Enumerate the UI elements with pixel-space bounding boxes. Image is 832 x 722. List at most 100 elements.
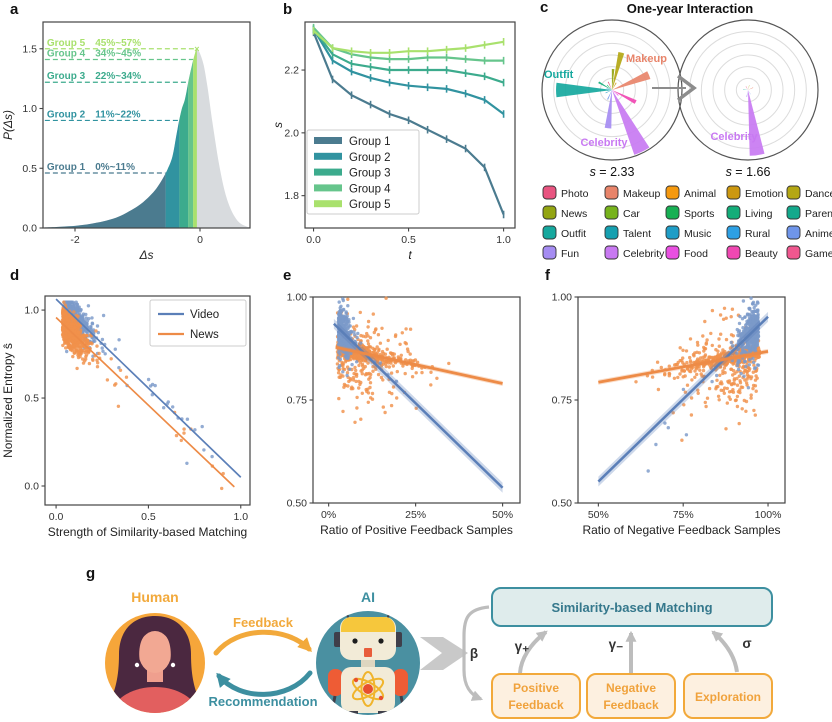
wedge-talent — [607, 90, 612, 91]
svg-text:0.75: 0.75 — [287, 395, 308, 407]
axes-f: 50% 75% 100% 0.50 0.75 1.00 Ratio of Negative … — [552, 292, 786, 537]
wedge-outfit — [556, 82, 612, 98]
svg-text:News: News — [561, 208, 587, 220]
svg-text:2.0: 2.0 — [284, 127, 299, 139]
wedge-music — [605, 90, 612, 94]
axes-a: -2 0 0.0 0.5 1.0 1.5 Δs P(Δs) — [1, 21, 251, 262]
panel-c-interaction-polar-charts: One-year Interaction Outfit Makeup Celebrit… — [541, 1, 832, 260]
wedge-dance — [612, 52, 625, 90]
series-group-5 — [312, 27, 505, 57]
trend-news — [335, 344, 503, 386]
category-legend-news: News — [542, 205, 587, 220]
wedge-outfit — [743, 89, 748, 90]
svg-text:0.0: 0.0 — [49, 511, 64, 523]
svg-text:1.0: 1.0 — [24, 305, 39, 317]
feedback-label: Feedback — [233, 615, 294, 630]
recommendation-arrow-icon — [216, 670, 313, 697]
svg-text:1.5: 1.5 — [22, 43, 37, 55]
wedge-emotion — [612, 82, 617, 90]
beta-bracket-arrow-icon — [462, 605, 490, 701]
svg-text:t: t — [408, 248, 412, 262]
points-video — [646, 296, 761, 473]
gamma-minus-symbol: γ₋ — [609, 637, 624, 652]
big-right-arrow-icon — [420, 637, 468, 670]
axes-b: 0.0 0.5 1.0 1.8 2.0 2.2 t s — [271, 21, 516, 262]
svg-text:Ratio of Positive Feedback Sam: Ratio of Positive Feedback Samples — [320, 523, 513, 537]
wedge-photo — [607, 81, 612, 90]
similarity-matching-label: Similarity-based Matching — [551, 600, 712, 615]
svg-text:1.0: 1.0 — [22, 103, 37, 115]
negative-feedback-label-line2: Feedback — [603, 698, 659, 712]
similarity-matching-box — [491, 587, 773, 627]
group-range-label: Group 4 34%~45% — [47, 49, 141, 60]
wedge-food — [612, 90, 619, 96]
svg-text:News: News — [190, 329, 219, 341]
negative-feedback-label-line1: Negative — [606, 681, 656, 695]
svg-text:0.0: 0.0 — [22, 223, 37, 235]
svg-text:50%: 50% — [492, 509, 513, 521]
panel-a-deltas-distribution-chart: Group 1 0%~11% Group 2 11%~22% Group 3 22%… — [1, 21, 251, 262]
svg-text:Group 5: Group 5 — [349, 199, 391, 211]
svg-text:0.50: 0.50 — [552, 498, 573, 510]
svg-text:Talent: Talent — [623, 228, 651, 240]
svg-text:-2: -2 — [70, 234, 79, 246]
panel-label-c: c — [540, 0, 549, 16]
svg-text:Δs: Δs — [138, 248, 153, 262]
axes-e: 0% 25% 50% 0.50 0.75 1.00 Ratio of Positive Fe… — [287, 292, 521, 537]
svg-text:75%: 75% — [673, 509, 694, 521]
svg-text:Group 4: Group 4 — [349, 183, 391, 195]
distribution-area — [43, 48, 250, 228]
group-range-label: Group 1 0%~11% — [47, 162, 135, 173]
category-legend-celebrity: Celebrity — [604, 245, 665, 260]
svg-text:Makeup: Makeup — [623, 188, 661, 200]
trend-news — [55, 316, 235, 488]
svg-text:Rural: Rural — [745, 228, 770, 240]
svg-text:100%: 100% — [755, 509, 782, 521]
svg-text:Emotion: Emotion — [745, 188, 784, 200]
polar-chart: Celebrity s = 1.66 — [677, 19, 819, 179]
feedback-arrow-icon — [213, 629, 312, 656]
svg-text:P(Δs): P(Δs) — [1, 110, 15, 140]
svg-text:Car: Car — [623, 208, 640, 220]
wedge-anime — [607, 90, 612, 100]
svg-text:Game: Game — [805, 248, 832, 260]
svg-text:Animal: Animal — [684, 188, 716, 200]
legend-d: Video News — [149, 299, 247, 347]
wedge-sports — [606, 84, 612, 90]
category-legend-animal: Animal — [665, 185, 716, 200]
svg-text:0.5: 0.5 — [141, 511, 156, 523]
panel-d-matching-scatter-chart: 0.0 0.5 1.0 0.0 0.5 1.0 Strength of Similarity… — [1, 295, 251, 539]
category-legend-outfit: Outfit — [542, 225, 586, 240]
exploration-label: Exploration — [695, 690, 761, 704]
panel-label-a: a — [10, 1, 19, 18]
category-legend-fun: Fun — [542, 245, 579, 260]
wedge-living — [598, 81, 612, 90]
axes-d: 0.0 0.5 1.0 0.0 0.5 1.0 Strength of Similarity… — [1, 295, 251, 539]
wedge-label-outfit: Outfit — [544, 69, 574, 81]
category-legend-game: Game — [786, 245, 832, 260]
panel-label-d: d — [10, 267, 20, 284]
wedge-dance — [748, 85, 750, 90]
panel-c-title: One-year Interaction — [627, 1, 753, 16]
svg-text:Parent: Parent — [805, 208, 832, 220]
panel-e-positive-feedback-scatter-chart: 0% 25% 50% 0.50 0.75 1.00 Ratio of Positive Fe… — [287, 292, 521, 537]
category-legend-food: Food — [665, 245, 708, 260]
wedge-makeup — [612, 71, 651, 90]
svg-text:Outfit: Outfit — [561, 228, 586, 240]
svg-text:0.75: 0.75 — [552, 395, 573, 407]
svg-text:Normalized Entropy ŝ: Normalized Entropy ŝ — [1, 343, 15, 458]
category-legend-dance: Dance — [786, 185, 832, 200]
category-legend-sports: Sports — [665, 205, 714, 220]
positive-feedback-label-line2: Feedback — [508, 698, 564, 712]
panel-f-negative-feedback-scatter-chart: 50% 75% 100% 0.50 0.75 1.00 Ratio of Negative … — [552, 292, 786, 537]
svg-text:0.5: 0.5 — [401, 234, 416, 246]
svg-text:Music: Music — [684, 228, 711, 240]
wedge-makeup — [748, 87, 754, 90]
panel-label-f: f — [545, 267, 550, 284]
category-legend-music: Music — [665, 225, 711, 240]
svg-text:0.0: 0.0 — [24, 481, 39, 493]
exploration-box — [683, 673, 773, 719]
category-legend-anime: Anime — [786, 225, 832, 240]
